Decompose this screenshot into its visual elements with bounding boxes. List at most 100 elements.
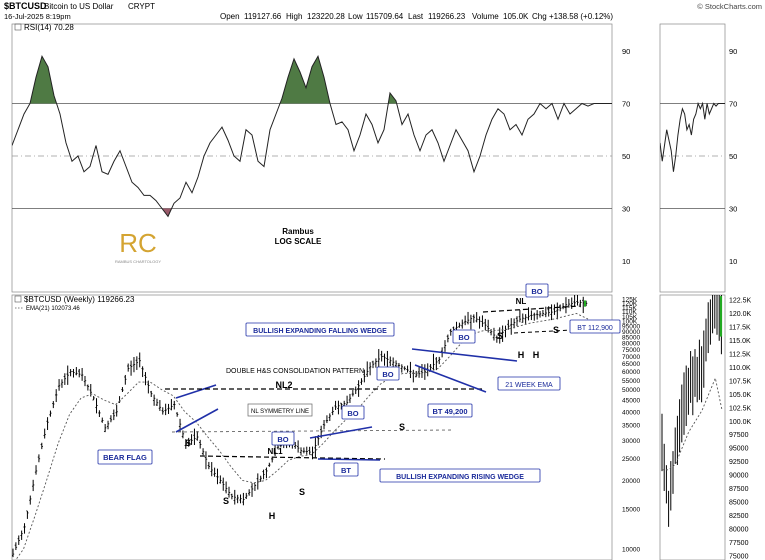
- high-label: High: [286, 12, 302, 21]
- price-bar: [72, 368, 75, 378]
- svg-text:BO: BO: [531, 287, 542, 296]
- price-series-mini: [661, 295, 723, 527]
- neckline-nl-lower: [513, 329, 573, 334]
- price-bar: [147, 380, 150, 394]
- price-bar: [475, 312, 478, 323]
- label-rising-wedge: BULLISH EXPANDING RISING WEDGE: [379, 468, 541, 483]
- price-bar: [403, 366, 406, 371]
- price-bar: [308, 446, 311, 455]
- price-tick-label: 25000: [622, 456, 640, 463]
- price-bar: [556, 302, 559, 320]
- price-tick-label: 90000: [729, 473, 749, 480]
- annotation-labels: BEAR FLAG DOUBLE H&S CONSOLIDATION PATTE…: [97, 283, 621, 521]
- price-bar: [161, 407, 164, 415]
- price-bar: [66, 365, 69, 385]
- rsi-tick-label: 90: [729, 47, 737, 56]
- price-bar: [233, 489, 236, 505]
- price-tick-label: 115K: [622, 305, 637, 312]
- price-legend-text: $BTCUSD (Weekly) 119266.23: [24, 295, 135, 304]
- price-bar: [334, 400, 337, 410]
- price-bar: [204, 451, 208, 470]
- price-tick-label: 110K: [622, 309, 637, 316]
- price-bar: [175, 412, 179, 417]
- rsi-oversold-area: [162, 208, 172, 217]
- hs-markers: S S H S S S H H S: [185, 325, 559, 521]
- price-bar: [190, 434, 193, 445]
- price-bar: [138, 352, 141, 368]
- price-bar: [14, 542, 18, 551]
- label-bo-5: BO: [525, 283, 549, 298]
- price-bar: [75, 367, 78, 376]
- price-bar: [351, 390, 355, 397]
- price-tick-label: 10000: [622, 547, 640, 554]
- price-tick-label: 120.0K: [729, 311, 752, 318]
- price-bar: [247, 489, 251, 496]
- price-bar: [354, 386, 357, 395]
- label-double-hs: DOUBLE H&S CONSOLIDATION PATTERN: [226, 368, 364, 375]
- price-bar: [63, 373, 67, 385]
- price-bar: [527, 307, 530, 321]
- price-bar: [314, 436, 317, 458]
- price-bar: [222, 477, 225, 491]
- price-bar: [507, 319, 510, 330]
- price-tick-label: 65000: [622, 361, 640, 368]
- svg-text:BO: BO: [382, 370, 393, 379]
- price-bar: [374, 358, 378, 368]
- price-bar: [343, 400, 346, 407]
- price-bar: [227, 486, 231, 498]
- price-bar: [515, 316, 519, 327]
- price-bar: [167, 403, 170, 415]
- label-bear-flag: BEAR FLAG: [97, 449, 153, 465]
- price-bar: [383, 353, 386, 366]
- price-bar: [409, 361, 412, 379]
- price-bar: [265, 467, 268, 479]
- price-bar: [55, 389, 58, 403]
- price-bar: [302, 447, 306, 454]
- price-bar: [193, 428, 196, 446]
- price-bar: [199, 439, 202, 449]
- price-bar: [446, 334, 450, 343]
- price-bar: [273, 445, 277, 457]
- price-tick-label: 102.5K: [729, 405, 752, 412]
- source-credit: © StockCharts.com: [697, 2, 762, 11]
- price-tick-label: 45000: [622, 398, 640, 405]
- price-bar: [103, 423, 107, 433]
- rsi-tick-label: 30: [729, 205, 737, 214]
- rsi-series-main: [12, 54, 612, 218]
- price-bar: [530, 310, 533, 321]
- price-bar: [230, 493, 234, 500]
- neckline-nl: [482, 305, 581, 313]
- price-tick-label: 105K: [622, 314, 638, 321]
- price-tick-label: 122.5K: [729, 298, 752, 305]
- price-tick-label: 70000: [622, 354, 640, 361]
- price-panel-mini: [659, 294, 726, 560]
- price-bar: [101, 417, 104, 423]
- price-bar: [550, 304, 553, 321]
- ema-line: [15, 312, 589, 560]
- price-axis: 125K120K115K110K105K100K9500090000850008…: [622, 297, 752, 560]
- price-bar: [461, 319, 464, 329]
- price-bar: [478, 316, 481, 329]
- price-bar: [406, 365, 409, 373]
- price-bar: [112, 409, 115, 421]
- price-bar: [52, 401, 55, 409]
- price-bar: [150, 390, 153, 398]
- price-bar: [109, 415, 113, 423]
- price-bar: [541, 309, 545, 317]
- symbol: $BTCUSD: [4, 1, 47, 11]
- price-tick-label: 117.5K: [729, 324, 751, 331]
- price-bar: [135, 356, 139, 370]
- price-bar: [92, 396, 95, 401]
- marker-s: S: [399, 422, 405, 432]
- marker-h: H: [533, 350, 540, 360]
- rsi-line: [12, 54, 612, 218]
- rsi-line-mini: [660, 101, 725, 172]
- rsi-tick-label: 50: [729, 152, 737, 161]
- price-tick-label: 20000: [622, 478, 640, 485]
- price-bar: [141, 366, 144, 378]
- price-bar: [242, 492, 245, 506]
- svg-text:21 WEEK EMA: 21 WEEK EMA: [505, 382, 553, 389]
- rising-wedge-upper-line: [309, 426, 373, 439]
- price-bar: [521, 313, 524, 323]
- price-bar: [80, 367, 84, 381]
